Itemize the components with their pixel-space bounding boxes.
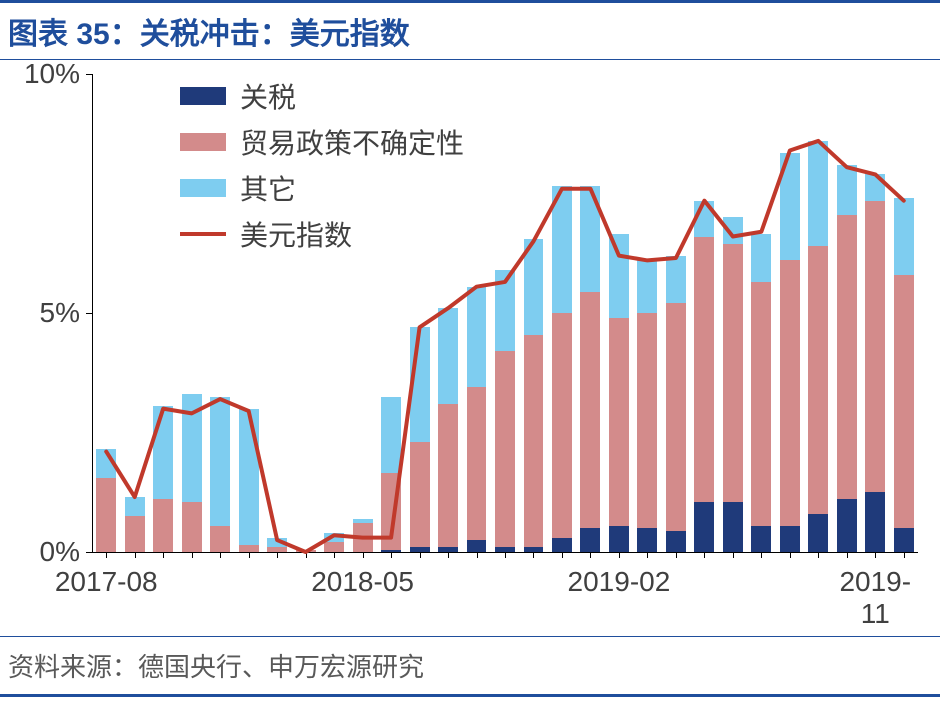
chart-title: 图表 35：关税冲击：美元指数 — [8, 18, 410, 51]
chart-source: 资料来源：德国央行、申万宏源研究 — [8, 652, 424, 682]
legend-item: 其它 — [180, 168, 464, 208]
chart-source-bar: 资料来源：德国央行、申万宏源研究 — [0, 636, 940, 697]
y-tick-label: 10% — [10, 58, 80, 90]
legend-item: 关税 — [180, 76, 464, 116]
legend-item: 美元指数 — [180, 214, 464, 254]
legend-line-swatch — [180, 232, 226, 236]
y-tick-label: 0% — [10, 536, 80, 568]
chart-container: 0%5%10% 2017-082018-052019-022019-11 关税贸… — [10, 66, 930, 636]
legend-label: 美元指数 — [240, 214, 352, 254]
legend-label: 关税 — [240, 76, 296, 116]
legend-swatch — [180, 179, 226, 197]
legend-label: 贸易政策不确定性 — [240, 122, 464, 162]
legend-swatch — [180, 133, 226, 151]
x-tick-label: 2019-11 — [839, 566, 911, 630]
y-tick-label: 5% — [10, 297, 80, 329]
legend: 关税贸易政策不确定性其它美元指数 — [180, 76, 464, 260]
legend-label: 其它 — [240, 168, 296, 208]
legend-swatch — [180, 87, 226, 105]
chart-title-bar: 图表 35：关税冲击：美元指数 — [0, 0, 940, 60]
legend-item: 贸易政策不确定性 — [180, 122, 464, 162]
